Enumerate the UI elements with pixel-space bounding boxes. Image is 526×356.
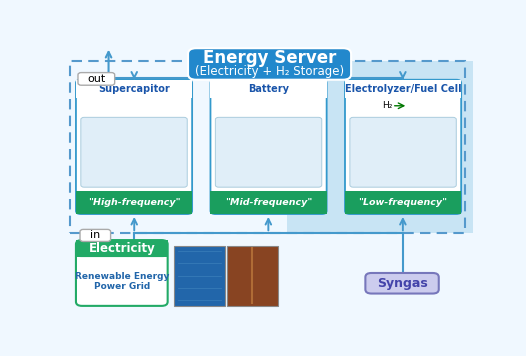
Text: in: in (90, 230, 100, 240)
Bar (345, 80, 461, 98)
Text: "Low-frequency": "Low-frequency" (359, 198, 448, 207)
Bar (76, 240, 168, 257)
Text: "High-frequency": "High-frequency" (88, 198, 180, 207)
Bar (210, 80, 327, 98)
Text: Battery: Battery (248, 84, 289, 94)
Text: Syngas: Syngas (377, 277, 428, 290)
Text: (Electricity + H₂ Storage): (Electricity + H₂ Storage) (195, 66, 344, 78)
Text: Renewable Energy
Power Grid: Renewable Energy Power Grid (75, 272, 169, 291)
FancyBboxPatch shape (80, 229, 110, 241)
Text: Electrolyzer/Fuel Cell: Electrolyzer/Fuel Cell (345, 84, 461, 94)
Text: Energy Server: Energy Server (203, 49, 336, 67)
Text: H₂: H₂ (382, 101, 392, 110)
Polygon shape (287, 61, 482, 233)
FancyBboxPatch shape (210, 80, 327, 214)
Bar (402, 233, 403, 272)
Bar (227, 246, 278, 306)
Bar (76, 80, 192, 98)
Bar (70, 61, 466, 233)
FancyBboxPatch shape (76, 80, 192, 214)
FancyBboxPatch shape (366, 273, 439, 294)
FancyBboxPatch shape (350, 117, 456, 187)
FancyBboxPatch shape (345, 80, 461, 214)
Text: Supercapitor: Supercapitor (98, 84, 170, 94)
Bar (76, 190, 192, 214)
Bar (210, 190, 327, 214)
FancyBboxPatch shape (76, 240, 168, 306)
Text: out: out (87, 74, 105, 84)
Bar (345, 190, 461, 214)
FancyBboxPatch shape (215, 117, 322, 187)
FancyBboxPatch shape (81, 117, 187, 187)
FancyBboxPatch shape (76, 240, 168, 257)
Bar (174, 246, 225, 306)
FancyBboxPatch shape (78, 73, 115, 85)
Text: "Mid-frequency": "Mid-frequency" (225, 198, 312, 207)
Text: Electricity: Electricity (88, 242, 155, 255)
FancyBboxPatch shape (188, 48, 351, 80)
